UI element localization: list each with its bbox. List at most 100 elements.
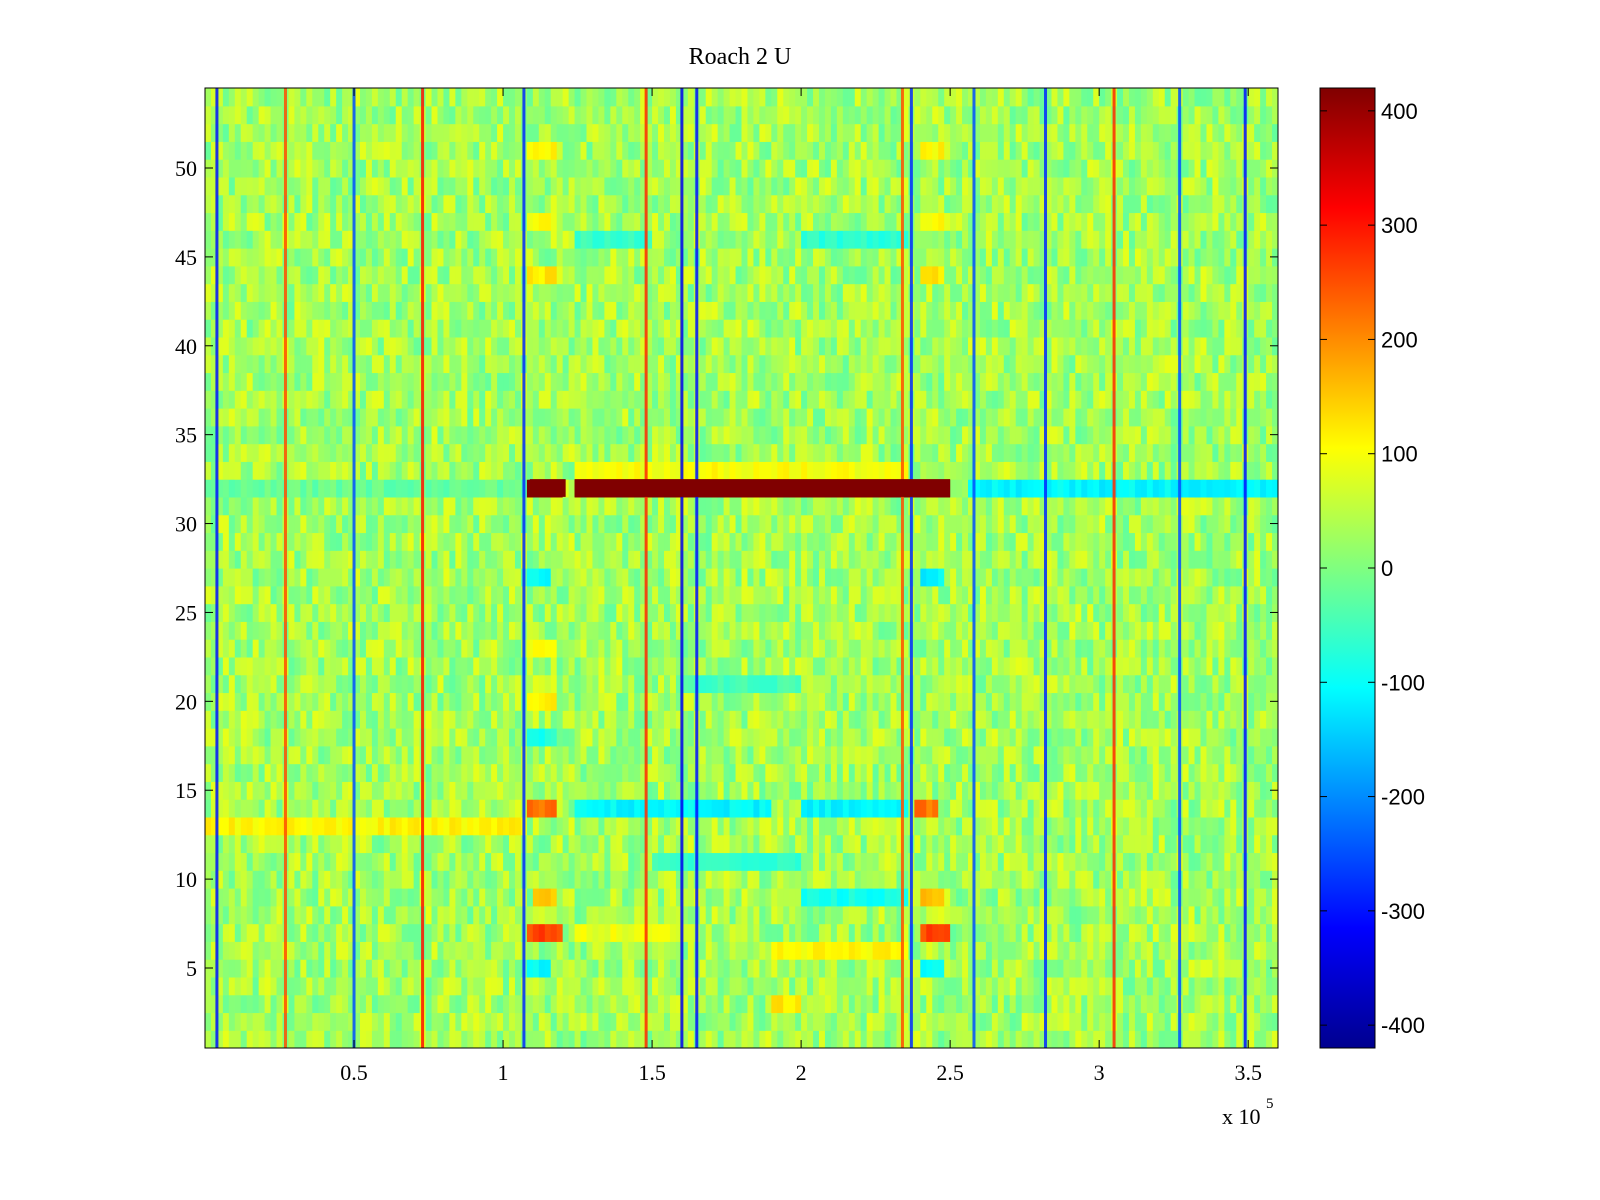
heatmap-cell (1093, 994, 1100, 1014)
heatmap-cell (866, 639, 874, 658)
heatmap-cell (610, 656, 617, 676)
heatmap-cell (1194, 621, 1202, 640)
heatmap-cell (1117, 976, 1124, 996)
heatmap-cell (1236, 568, 1243, 587)
heatmap-cell (1230, 763, 1237, 782)
heatmap-cell (830, 994, 838, 1014)
heatmap-cell (1039, 976, 1047, 996)
heatmap-cell (514, 674, 522, 694)
heatmap-cell (753, 692, 760, 711)
heatmap-cell (568, 781, 576, 800)
heatmap-cell (306, 905, 313, 925)
heatmap-cell (795, 1012, 802, 1031)
heatmap-cell (1152, 728, 1160, 747)
heatmap-cell (568, 621, 576, 640)
heatmap-cell (354, 905, 361, 925)
heatmap-cell (622, 639, 629, 658)
heatmap-cell (1009, 834, 1017, 854)
heatmap-cell (640, 621, 647, 640)
heatmap-cell (962, 1030, 969, 1048)
heatmap-cell (354, 674, 361, 694)
heatmap-cell (985, 603, 993, 622)
heatmap-cell (413, 816, 421, 836)
heatmap-cell (467, 710, 474, 729)
heatmap-cell (1254, 852, 1261, 871)
heatmap-cell (848, 745, 856, 765)
heatmap-cell (443, 994, 450, 1014)
heatmap-cell (1224, 621, 1231, 640)
heatmap-cell (294, 674, 301, 694)
heatmap-cell (705, 781, 713, 800)
heatmap-cell (771, 674, 778, 694)
heatmap-cell (598, 799, 605, 818)
heatmap-cell (973, 585, 981, 605)
heatmap-cell (741, 888, 749, 907)
heatmap-cell (1218, 639, 1225, 658)
heatmap-cell (1164, 994, 1172, 1014)
heatmap-cell (461, 816, 468, 836)
heatmap-cell (1093, 852, 1100, 871)
heatmap-cell (1039, 745, 1047, 765)
heatmap-cell (854, 941, 862, 960)
heatmap-cell (252, 959, 260, 978)
heatmap-cell (234, 710, 242, 729)
heatmap-cell (598, 603, 605, 622)
heatmap-cell (258, 568, 266, 587)
heatmap-cell (556, 1012, 564, 1031)
heatmap-cell (443, 834, 450, 854)
heatmap-cell (753, 674, 760, 694)
heatmap-cell (1051, 994, 1059, 1014)
heatmap-cell (1105, 870, 1112, 889)
heatmap-cell (264, 870, 272, 889)
heatmap-cell (807, 1012, 814, 1031)
heatmap-cell (222, 994, 230, 1014)
heatmap-cell (1206, 710, 1214, 729)
heatmap-cell (1170, 923, 1178, 942)
heatmap-cell (401, 941, 409, 960)
heatmap-cell (890, 692, 898, 711)
heatmap-cell (413, 941, 421, 960)
heatmap-cell (371, 976, 379, 996)
heatmap-cell (860, 639, 868, 658)
heatmap-cell (711, 763, 719, 782)
heatmap-cell (830, 710, 838, 729)
heatmap-cell (1272, 585, 1278, 605)
heatmap-cell (1123, 674, 1130, 694)
heatmap-cell (264, 674, 272, 694)
heatmap-cell (652, 852, 659, 871)
heatmap-cell (598, 1030, 605, 1048)
heatmap-cell (389, 852, 397, 871)
heatmap-cell (568, 994, 576, 1014)
heatmap-cell (592, 763, 600, 782)
heatmap-cell (1045, 621, 1053, 640)
heatmap-cell (878, 585, 886, 605)
heatmap-cell (497, 816, 504, 836)
heatmap-cell (359, 905, 367, 925)
heatmap-cell (413, 959, 421, 978)
heatmap-cell (1027, 976, 1035, 996)
heatmap-cell (228, 923, 236, 942)
heatmap-cell (1236, 905, 1243, 925)
heatmap-cell (377, 745, 385, 765)
heatmap-cell (997, 674, 1005, 694)
heatmap-cell (1266, 799, 1273, 818)
heatmap-cell (985, 550, 993, 569)
heatmap-cell (681, 994, 689, 1014)
heatmap-cell (795, 550, 802, 569)
heatmap-cell (628, 763, 635, 782)
heatmap-cell (789, 621, 796, 640)
heatmap-cell (371, 941, 379, 960)
heatmap-cell (878, 816, 886, 836)
heatmap-cell (783, 603, 790, 622)
heatmap-cell (449, 639, 456, 658)
heatmap-cell (1027, 852, 1035, 871)
heatmap-cell (973, 994, 981, 1014)
heatmap-cell (1123, 603, 1130, 622)
heatmap-cell (807, 816, 814, 836)
heatmap-cell (592, 639, 600, 658)
heatmap-cell (1146, 763, 1154, 782)
heatmap-cell (735, 550, 743, 569)
heatmap-cell (389, 976, 397, 996)
heatmap-cell (246, 976, 254, 996)
heatmap-cell (699, 585, 707, 605)
